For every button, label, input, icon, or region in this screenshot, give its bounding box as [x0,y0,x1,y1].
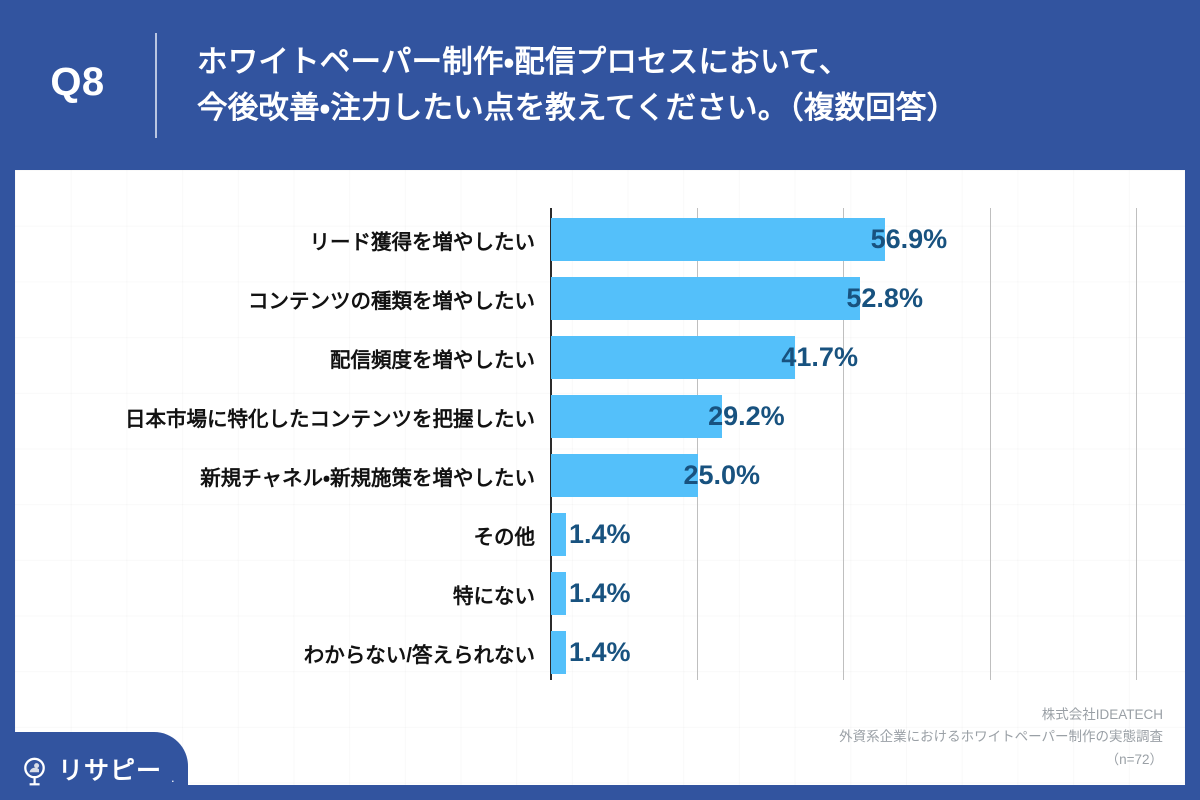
bar-fill [551,218,885,261]
bar-group: 56.9% [551,218,961,261]
bar-row: コンテンツの種類を増やしたい 52.8% [15,269,1185,328]
logo-text: リサピー [58,757,163,785]
magnifier-icon [22,757,49,786]
category-label: わからない/答えられない [303,643,535,667]
bar-value-label: 1.4% [569,519,631,549]
bar-row: 日本市場に特化したコンテンツを把握したい 29.2% [15,387,1185,446]
category-label: その他 [473,525,536,549]
bar-group: 1.4% [551,513,631,556]
bar-value-label: 52.8% [846,283,923,313]
bar-value-label: 56.9% [870,224,948,254]
source-note: 株式会社IDEATECH 外資系企業におけるホワイトペーパー制作の実態調査 （n… [839,704,1163,771]
bar-fill [551,336,796,379]
bar-group: 52.8% [551,277,937,320]
bar-fill [551,395,723,438]
category-label: リード獲得を増やしたい [309,230,536,254]
bar-row: リード獲得を増やしたい 56.9% [15,210,1185,269]
bar-row: わからない/答えられない 1.4% [15,623,1185,682]
category-label: 特にない [453,584,535,608]
question-title-line-1: ホワイトペーパー制作・配信プロセスにおいて、 [197,44,850,79]
bar-value-label: 1.4% [569,637,631,667]
source-sample-size: （n=72） [1105,751,1163,767]
question-title-line-2: 今後改善・注力したい点を教えてください。（複数回答） [197,91,958,125]
gridline-25 [696,208,698,680]
category-label: 新規チャネル・新規施策を増やしたい [200,466,535,490]
question-title: ホワイトペーパー制作・配信プロセスにおいて、 今後改善・注力したい点を教えてくだ… [157,39,1200,132]
bar-fill [551,572,566,615]
bar-rows: リード獲得を増やしたい 56.9% コンテンツの種類を増やしたい 52.8% 配… [15,210,1185,682]
source-survey: 外資系企業におけるホワイトペーパー制作の実態調査 [839,729,1163,745]
bar-value-label: 1.4% [569,578,631,608]
bar-chart: リード獲得を増やしたい 56.9% コンテンツの種類を増やしたい 52.8% 配… [15,170,1185,785]
header-bar: Q8 ホワイトペーパー制作・配信プロセスにおいて、 今後改善・注力したい点を教え… [0,0,1200,170]
category-label: コンテンツの種類を増やしたい [248,289,535,313]
bar-group: 29.2% [551,395,799,438]
bar-group: 25.0% [551,454,774,497]
bar-value-label: 41.7% [781,342,858,372]
chart-panel: リード獲得を増やしたい 56.9% コンテンツの種類を増やしたい 52.8% 配… [15,170,1185,785]
bar-fill [551,277,861,320]
bar-value-label: 29.2% [708,401,785,431]
logo: リサピー . [22,757,175,786]
bar-group: 1.4% [551,631,631,674]
bar-row: 特にない 1.4% [15,564,1185,623]
bar-fill [551,454,698,497]
gridline-75 [989,208,991,680]
source-company: 株式会社IDEATECH [1041,707,1163,723]
bar-row: 新規チャネル・新規施策を増やしたい 25.0% [15,446,1185,505]
gridline-50 [843,208,844,680]
logo-trailing-dot: . [171,770,175,785]
category-label: 配信頻度を増やしたい [330,348,535,372]
bar-row: その他 1.4% [15,505,1185,564]
bar-value-label: 25.0% [683,460,761,490]
bar-group: 1.4% [551,572,631,615]
gridline-100 [1136,208,1137,680]
category-label: 日本市場に特化したコンテンツを把握したい [125,407,535,431]
bar-fill [551,631,566,674]
header-divider [155,32,157,138]
bar-group: 41.7% [551,336,872,379]
bar-fill [551,513,566,556]
bar-row: 配信頻度を増やしたい 41.7% [15,328,1185,387]
footer-band [0,732,188,800]
y-axis-line [550,208,552,680]
question-number: Q8 [50,60,105,104]
